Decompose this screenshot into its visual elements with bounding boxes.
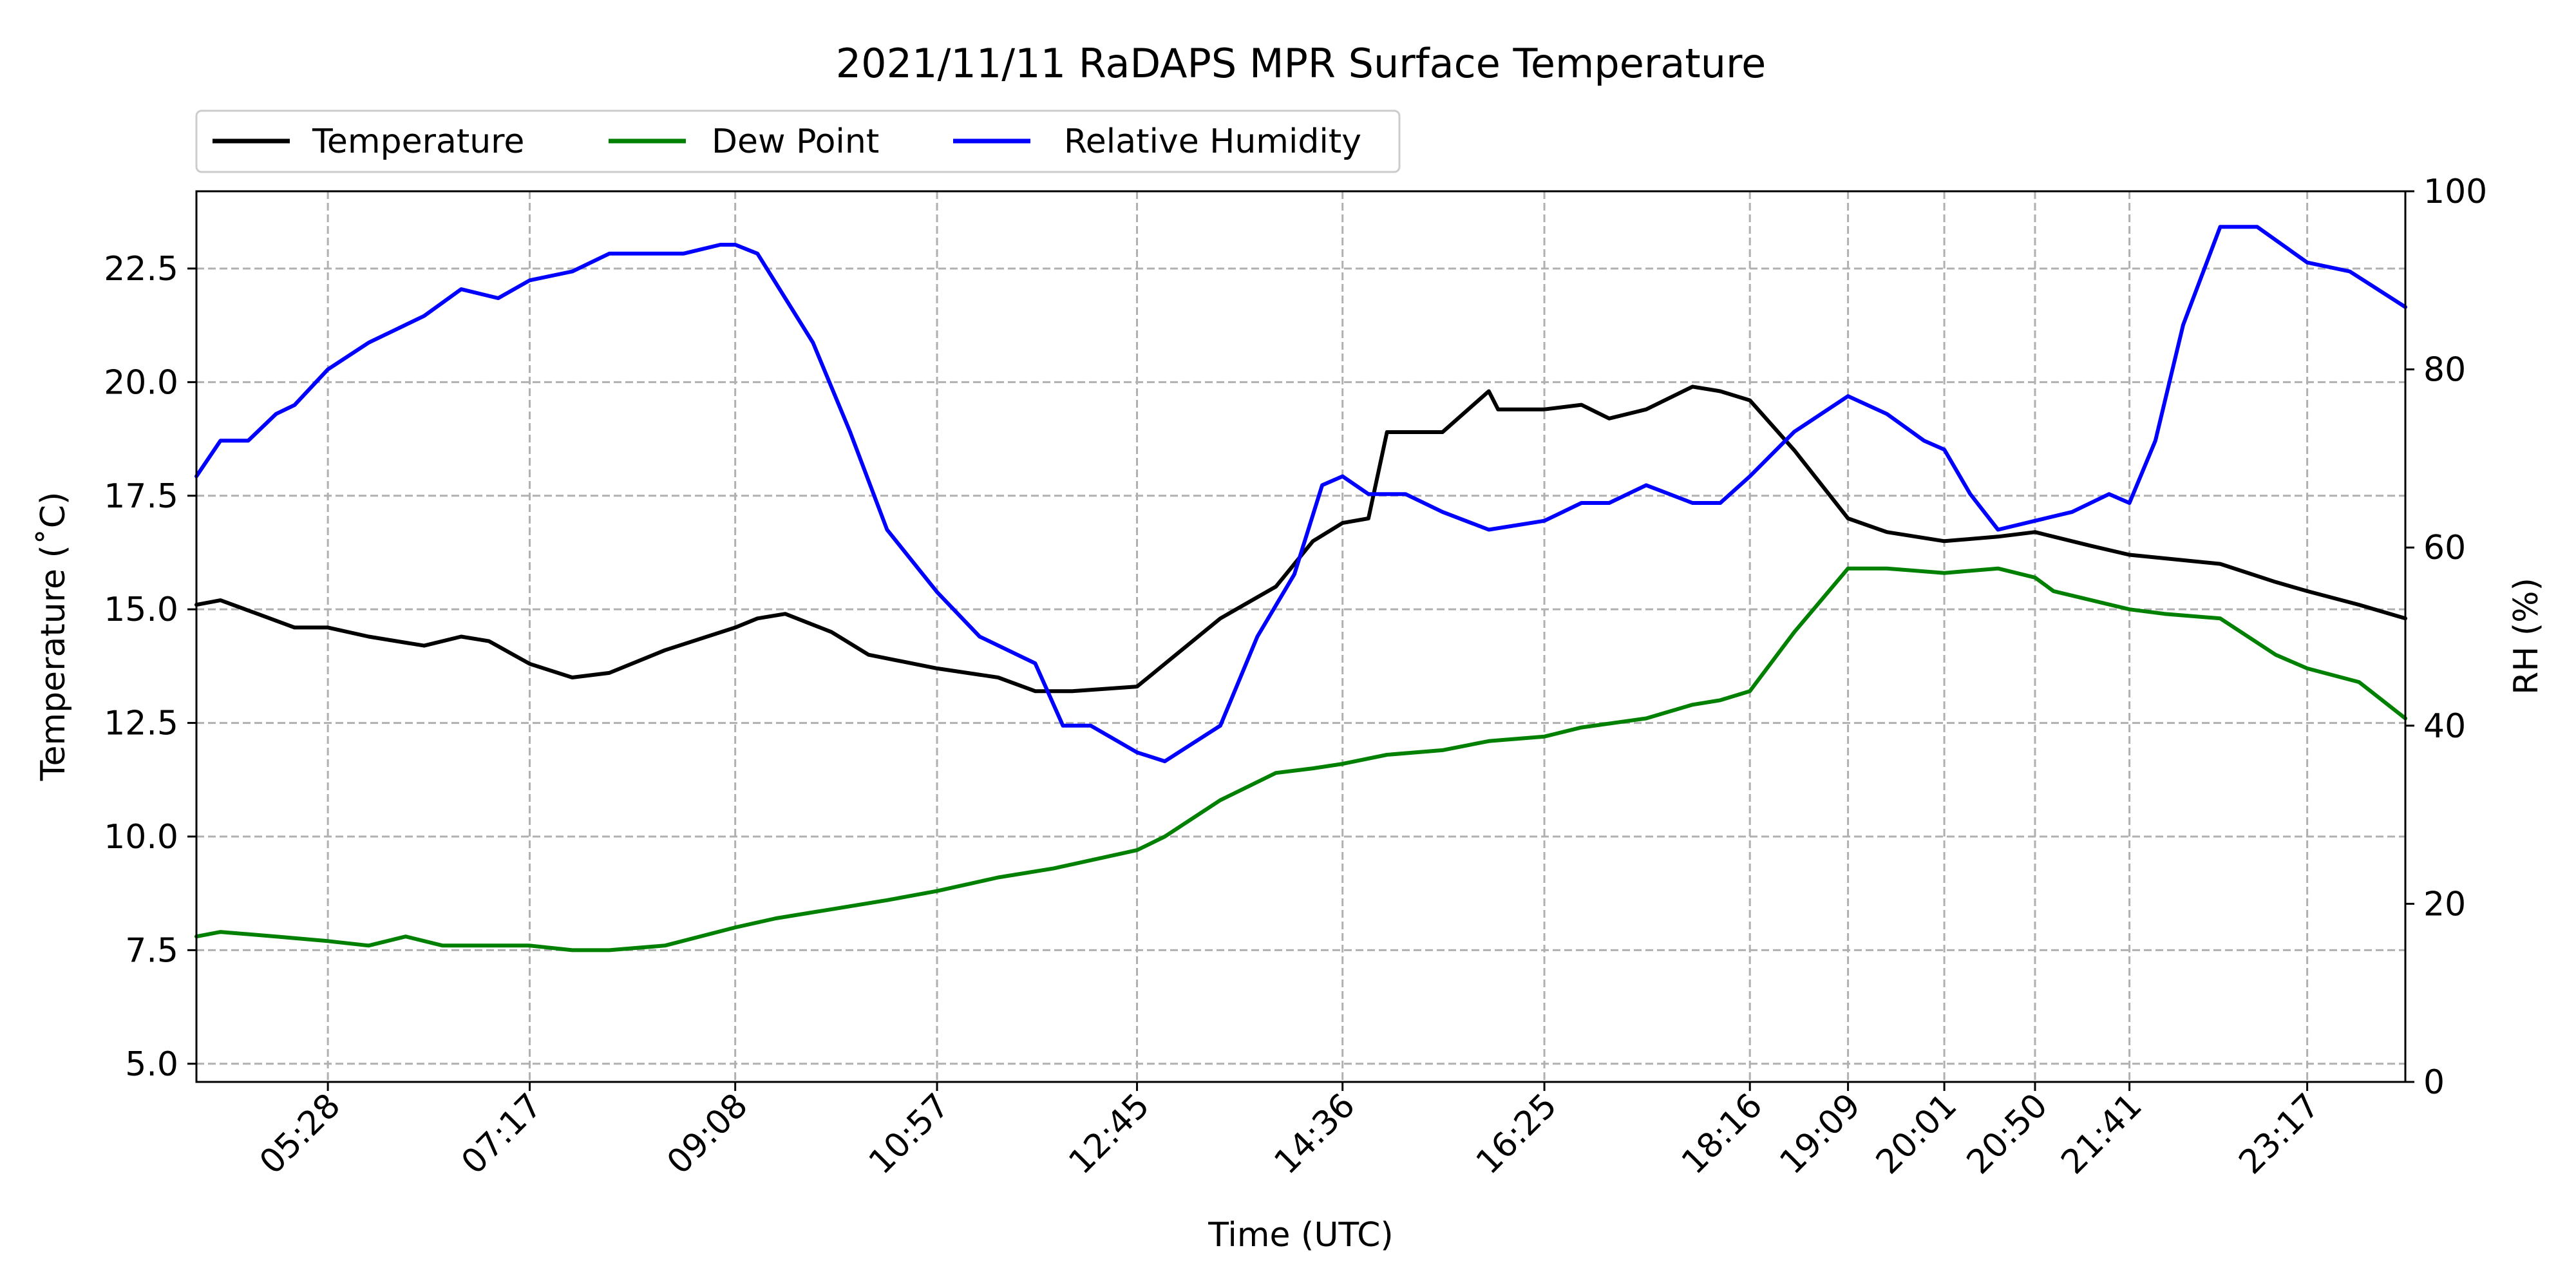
y-left-tick-label: 10.0 [104, 818, 178, 857]
y-left-tick-label: 20.0 [104, 363, 178, 402]
plot-frame [195, 190, 2407, 1083]
chart-title: 2021/11/11 RaDAPS MPR Surface Temperatur… [836, 40, 1766, 87]
legend-label-dew-point: Dew Point [712, 122, 879, 161]
y-left-tick-label: 15.0 [104, 591, 178, 629]
y-right-tick-label: 80 [2423, 351, 2466, 390]
y-right-tick-label: 40 [2423, 707, 2466, 746]
series-line-dew-point [194, 566, 2407, 952]
y-left-tick-label: 7.5 [125, 931, 178, 970]
legend-box [195, 109, 1401, 173]
y-axis-left-title: Temperature (˚C) [34, 492, 73, 782]
y-right-tick-label: 20 [2423, 885, 2466, 923]
y-left-tick-label: 17.5 [104, 477, 178, 516]
series-line-temperature [194, 384, 2407, 694]
y-left-tick-label: 12.5 [104, 705, 178, 743]
legend: Temperature Dew Point Relative Humidity [195, 109, 1401, 173]
y-axis-right-title: RH (%) [2507, 578, 2546, 695]
y-right-tick-label: 60 [2423, 529, 2466, 567]
series-line-relative-humidity [194, 225, 2407, 764]
grid-lines [196, 191, 2405, 1082]
series-lines [194, 225, 2407, 952]
y-axis-left: 5.0 7.5 10.0 12.5 15.0 17.5 20.0 22.5 [104, 250, 196, 1084]
legend-label-temperature: Temperature [312, 122, 524, 161]
y-right-tick-label: 100 [2423, 173, 2487, 211]
y-right-tick-label: 0 [2423, 1063, 2445, 1102]
y-axis-right: 0 20 40 60 80 100 [2405, 173, 2487, 1102]
x-axis-title: Time (UTC) [1208, 1216, 1393, 1255]
legend-label-relative-humidity: Relative Humidity [1064, 122, 1361, 161]
y-left-tick-label: 5.0 [125, 1045, 178, 1084]
y-left-tick-label: 22.5 [104, 250, 178, 289]
